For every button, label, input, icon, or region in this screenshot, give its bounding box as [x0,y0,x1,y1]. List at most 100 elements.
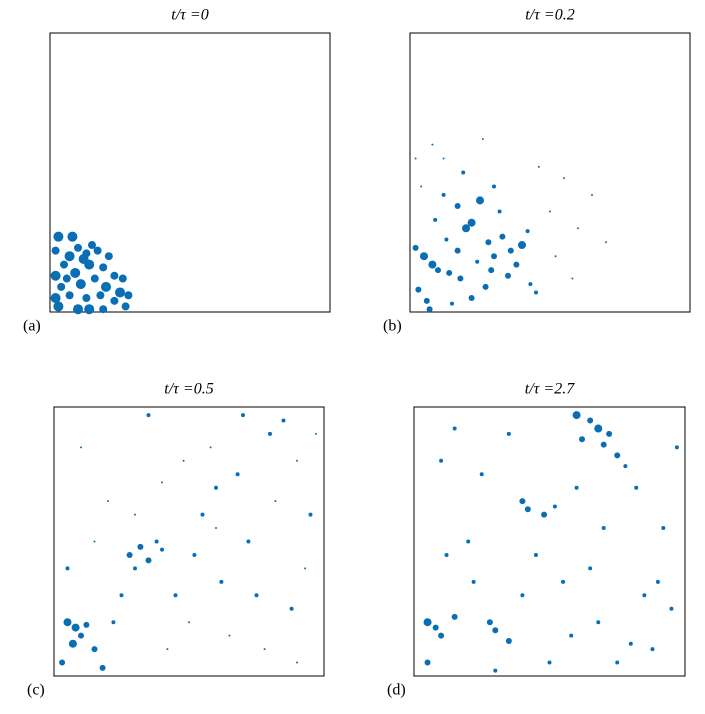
particle [467,218,476,227]
particle [246,539,251,544]
particle [491,253,497,260]
particle [444,237,449,242]
panel-frame [53,406,325,677]
particle [111,620,116,625]
particle [281,418,286,423]
particle [505,638,512,645]
particle [525,229,530,234]
particle [476,196,484,205]
particle [442,157,445,160]
particle [118,274,127,283]
particle [461,170,466,175]
particle [605,241,607,244]
particle [121,302,130,311]
particle [452,426,457,431]
particle [154,539,159,544]
particle [99,305,108,314]
particle [296,459,298,462]
panel-frame [413,406,686,677]
particle [91,646,98,653]
particle [314,432,317,435]
particle [124,291,133,300]
particle [99,664,106,671]
particle [51,246,60,255]
particle [428,260,437,269]
particle [200,512,205,517]
particle [435,267,441,274]
particle [642,593,647,598]
particle [107,500,109,503]
particle [60,260,68,269]
particle [446,269,453,276]
particle [444,552,449,557]
particle [188,621,190,624]
particle [67,231,78,242]
panel-label: (d) [387,682,406,699]
particle [423,618,432,627]
particle [674,445,679,450]
particle [462,224,470,233]
particle [650,647,655,652]
particle [623,464,628,469]
particle [126,551,133,558]
particle [549,210,551,213]
particle [57,282,66,291]
particle [74,243,82,252]
particle [454,202,461,209]
particle [606,430,613,437]
particle [161,481,163,484]
particle [235,472,240,477]
particle [101,281,111,292]
particle [513,261,520,268]
particle [53,231,64,242]
particle [497,209,502,214]
particle [228,634,231,637]
particle [537,165,540,168]
particle [215,527,217,530]
panel-frame [49,32,331,313]
particle [75,279,86,290]
particle [254,593,259,598]
particle [628,641,633,646]
panel-label: (a) [23,318,41,335]
particle [574,485,579,490]
particle [110,271,119,280]
particle [93,540,96,543]
particle [82,249,91,258]
particle [137,543,144,550]
particle [492,627,499,634]
particle [71,623,80,632]
panel-frame [409,32,691,313]
particle [601,526,606,531]
particle [182,459,185,462]
particle [426,306,433,313]
particle [507,247,514,254]
particle [424,659,431,666]
particle [572,411,581,420]
particle [541,511,548,518]
particle [475,259,480,264]
particle [59,659,66,666]
particle [296,661,298,664]
particle [569,633,574,638]
particle [99,263,108,272]
particle [53,301,64,312]
particle [524,506,531,513]
particle [451,613,458,620]
particle [454,247,461,254]
particle [432,624,439,631]
panel-title: t/τ =0.5 [164,381,213,398]
particle [73,304,83,315]
panel-label: (c) [27,682,45,699]
panel-label: (b) [383,318,402,335]
particle [192,552,197,557]
particle [209,446,212,449]
particle [415,286,422,293]
particle [471,579,476,584]
particle [50,270,61,281]
particle [65,566,70,571]
particle [241,413,245,418]
particle [146,413,151,418]
particle [587,417,594,424]
